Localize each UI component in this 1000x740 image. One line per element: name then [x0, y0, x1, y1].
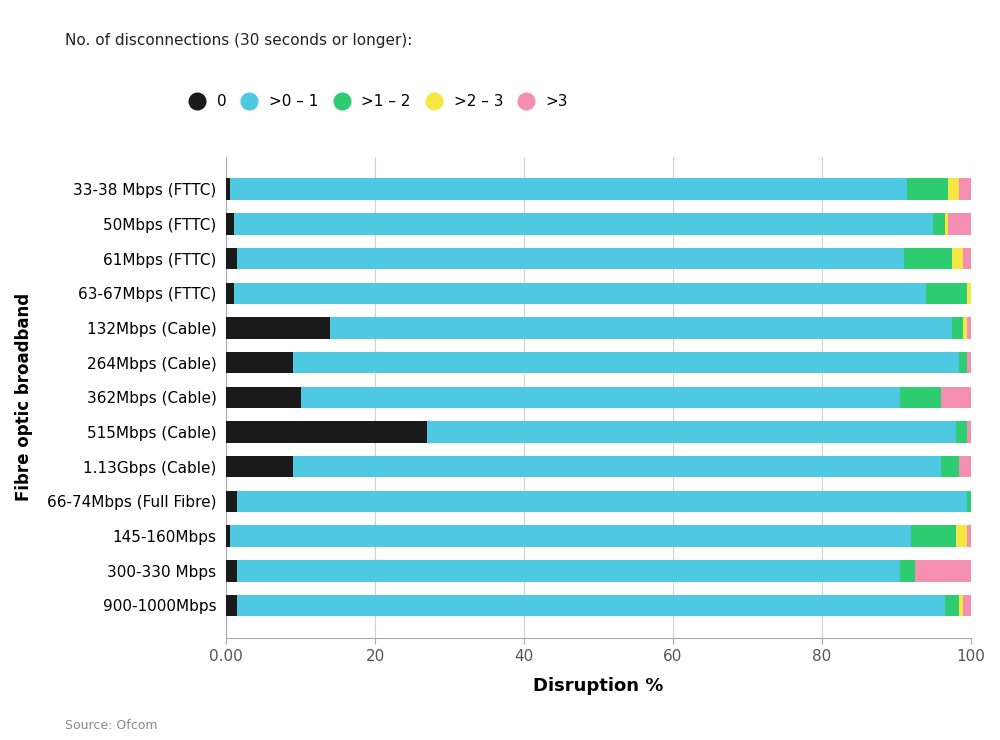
Bar: [237, 248, 904, 269]
Y-axis label: Fibre optic broadband: Fibre optic broadband: [15, 293, 33, 502]
Bar: [911, 525, 956, 547]
Bar: [967, 421, 971, 443]
Bar: [963, 248, 971, 269]
Bar: [941, 456, 959, 477]
Bar: [226, 456, 293, 477]
Bar: [226, 491, 237, 512]
Bar: [967, 491, 971, 512]
Legend: 0, >0 – 1, >1 – 2, >2 – 3, >3: 0, >0 – 1, >1 – 2, >2 – 3, >3: [182, 95, 568, 110]
Bar: [226, 525, 230, 547]
Bar: [952, 317, 963, 339]
Bar: [926, 283, 967, 304]
Bar: [330, 317, 952, 339]
Bar: [904, 248, 952, 269]
Bar: [948, 178, 959, 200]
Bar: [956, 525, 967, 547]
Bar: [900, 386, 941, 408]
Bar: [234, 283, 926, 304]
Bar: [226, 213, 234, 235]
Bar: [226, 352, 293, 374]
Bar: [226, 317, 330, 339]
Text: Source: Ofcom: Source: Ofcom: [65, 719, 158, 732]
Bar: [293, 456, 941, 477]
Bar: [237, 491, 967, 512]
Bar: [237, 560, 900, 582]
Bar: [226, 560, 237, 582]
Bar: [226, 421, 427, 443]
Bar: [226, 283, 234, 304]
Bar: [941, 386, 971, 408]
Bar: [301, 386, 900, 408]
Bar: [915, 560, 971, 582]
Text: No. of disconnections (30 seconds or longer):: No. of disconnections (30 seconds or lon…: [65, 33, 412, 48]
Bar: [293, 352, 959, 374]
Bar: [952, 248, 963, 269]
Bar: [959, 595, 963, 616]
Bar: [967, 352, 971, 374]
Bar: [967, 283, 971, 304]
Bar: [900, 560, 915, 582]
Bar: [933, 213, 945, 235]
Bar: [956, 421, 967, 443]
Bar: [945, 595, 959, 616]
Bar: [226, 386, 301, 408]
Bar: [967, 317, 971, 339]
Bar: [230, 178, 907, 200]
Bar: [945, 213, 948, 235]
Bar: [963, 595, 971, 616]
Bar: [226, 248, 237, 269]
Bar: [959, 456, 971, 477]
Bar: [226, 595, 237, 616]
Bar: [959, 178, 971, 200]
Bar: [959, 352, 967, 374]
Bar: [967, 525, 971, 547]
Bar: [427, 421, 956, 443]
Bar: [963, 317, 967, 339]
Bar: [230, 525, 911, 547]
Bar: [234, 213, 933, 235]
X-axis label: Disruption %: Disruption %: [533, 677, 664, 696]
Bar: [907, 178, 948, 200]
Bar: [948, 213, 971, 235]
Bar: [226, 178, 230, 200]
Bar: [237, 595, 945, 616]
